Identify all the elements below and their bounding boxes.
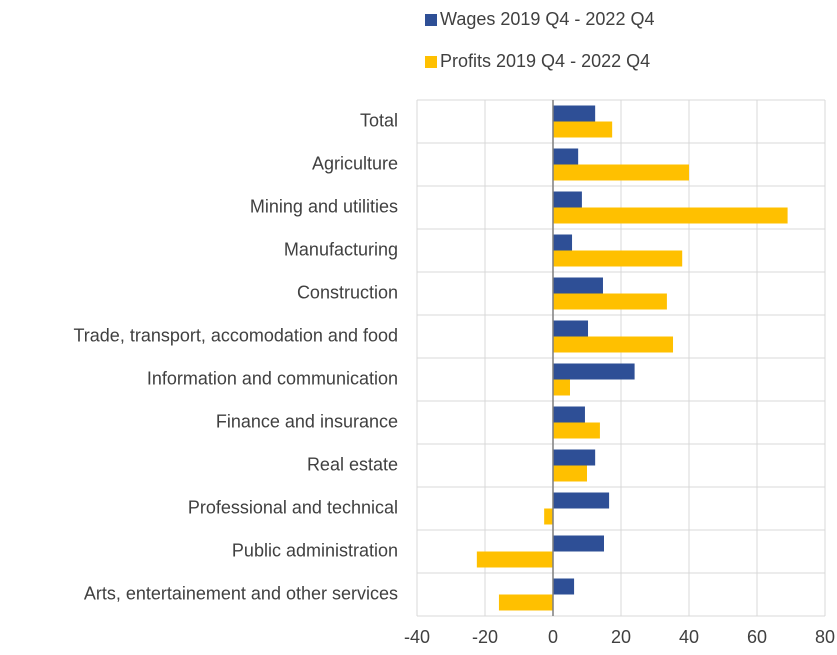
bar <box>553 336 674 353</box>
bar <box>553 164 689 181</box>
bar <box>553 406 585 423</box>
bar <box>553 379 570 396</box>
bar <box>553 250 683 267</box>
y-tick-label: Manufacturing <box>284 239 398 259</box>
bar <box>553 121 613 138</box>
y-tick-label: Total <box>360 110 398 130</box>
y-tick-label: Construction <box>297 282 398 302</box>
legend-swatch <box>425 14 437 26</box>
y-tick-label: Trade, transport, accomodation and food <box>73 325 398 345</box>
bar <box>553 535 604 552</box>
bar <box>553 320 589 337</box>
bar <box>553 492 610 509</box>
bar <box>544 508 553 525</box>
legend-swatch <box>425 56 437 68</box>
x-tick-label: 0 <box>548 627 558 647</box>
x-tick-label: -40 <box>404 627 430 647</box>
bar <box>553 422 600 439</box>
bar <box>553 277 603 294</box>
bar <box>553 191 582 208</box>
y-tick-label: Mining and utilities <box>250 196 398 216</box>
y-tick-label: Agriculture <box>312 153 398 173</box>
y-tick-label: Information and communication <box>147 368 398 388</box>
bar <box>553 449 596 466</box>
y-tick-label: Arts, entertainement and other services <box>84 583 398 603</box>
y-tick-label: Real estate <box>307 454 398 474</box>
y-tick-label: Professional and technical <box>188 497 398 517</box>
x-tick-label: 40 <box>679 627 699 647</box>
bar <box>553 207 788 224</box>
x-tick-label: -20 <box>472 627 498 647</box>
bar <box>553 105 596 122</box>
y-tick-label: Public administration <box>232 540 398 560</box>
x-tick-label: 60 <box>747 627 767 647</box>
bar <box>498 594 553 611</box>
bar <box>553 578 575 595</box>
x-tick-label: 20 <box>611 627 631 647</box>
y-tick-label: Finance and insurance <box>216 411 398 431</box>
x-tick-label: 80 <box>815 627 835 647</box>
bar <box>553 363 635 380</box>
legend-label: Wages 2019 Q4 - 2022 Q4 <box>440 9 654 29</box>
bar <box>553 234 573 251</box>
bar <box>476 551 553 568</box>
legend-label: Profits 2019 Q4 - 2022 Q4 <box>440 51 650 71</box>
bar <box>553 465 587 482</box>
bar <box>553 148 579 165</box>
bar <box>553 293 667 310</box>
